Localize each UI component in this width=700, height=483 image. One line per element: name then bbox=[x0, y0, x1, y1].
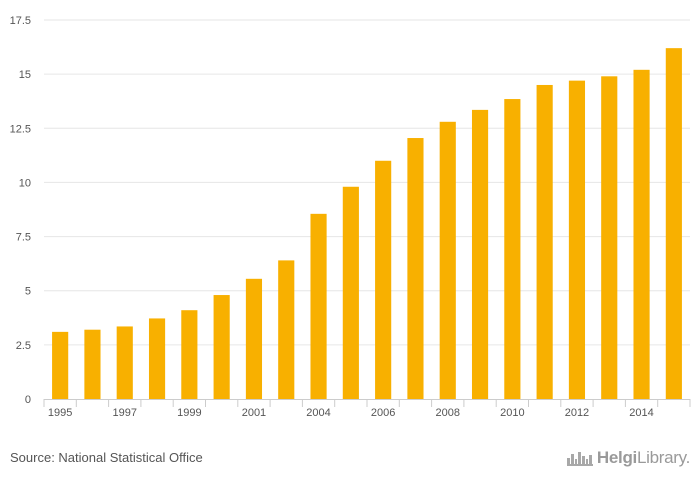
x-tick-label: 2010 bbox=[500, 407, 524, 419]
bar-2004[interactable] bbox=[310, 213, 327, 399]
x-tick-label: 1999 bbox=[177, 407, 201, 419]
bar-2009[interactable] bbox=[471, 109, 489, 400]
y-tick-label: 7.5 bbox=[16, 232, 31, 244]
x-tick-label: 2001 bbox=[242, 407, 266, 419]
source-note: Source: National Statistical Office bbox=[10, 450, 203, 465]
y-tick-label: 2.5 bbox=[16, 340, 31, 352]
y-tick-label: 15 bbox=[19, 69, 31, 81]
bar-2015[interactable] bbox=[665, 48, 682, 399]
brand-name-bold: Helgi bbox=[596, 448, 637, 467]
bar-1998[interactable] bbox=[148, 318, 166, 399]
bar-2008[interactable] bbox=[439, 121, 456, 399]
x-tick-label: 2012 bbox=[565, 407, 589, 419]
bar-2001[interactable] bbox=[245, 278, 263, 399]
y-tick-label: 10 bbox=[19, 177, 31, 189]
bar-1997[interactable] bbox=[116, 326, 133, 399]
bar-2003[interactable] bbox=[278, 260, 295, 399]
bar-2011[interactable] bbox=[536, 84, 553, 399]
x-tick-label: 2008 bbox=[436, 407, 460, 419]
city-skyline-icon bbox=[566, 450, 593, 466]
x-tick-label: 1995 bbox=[48, 407, 72, 419]
y-tick-label: 5 bbox=[25, 286, 31, 298]
y-tick-label: 12.5 bbox=[10, 123, 31, 135]
bar-2006[interactable] bbox=[375, 160, 392, 399]
bar-2012[interactable] bbox=[568, 80, 586, 399]
brand-name-rest: Library. bbox=[636, 448, 690, 467]
bar-1996[interactable] bbox=[84, 329, 101, 399]
bar-2010[interactable] bbox=[504, 99, 521, 399]
x-tick-label: 2014 bbox=[629, 407, 653, 419]
brand-logo[interactable]: HelgiLibrary. bbox=[566, 448, 690, 468]
x-tick-label: 1997 bbox=[113, 407, 137, 419]
y-axis: 0 2.5 5 7.5 10 12.5 15 17.5 bbox=[10, 15, 31, 406]
x-axis: 1995 1997 1999 2001 2004 2006 2008 2010 2012 2014 bbox=[43, 399, 691, 419]
bar-1995[interactable] bbox=[52, 331, 69, 399]
bar-2014[interactable] bbox=[633, 69, 650, 399]
bar-2005[interactable] bbox=[342, 186, 359, 399]
y-tick-label: 0 bbox=[25, 394, 31, 406]
gridlines bbox=[44, 19, 690, 346]
bars bbox=[52, 48, 682, 400]
bar-2013[interactable] bbox=[601, 76, 618, 400]
bar-2007[interactable] bbox=[407, 138, 424, 399]
bar-2000[interactable] bbox=[213, 295, 230, 399]
y-tick-label: 17.5 bbox=[10, 15, 31, 27]
bar-1999[interactable] bbox=[181, 310, 198, 399]
x-tick-label: 2004 bbox=[306, 407, 330, 419]
x-tick-label: 2006 bbox=[371, 407, 395, 419]
